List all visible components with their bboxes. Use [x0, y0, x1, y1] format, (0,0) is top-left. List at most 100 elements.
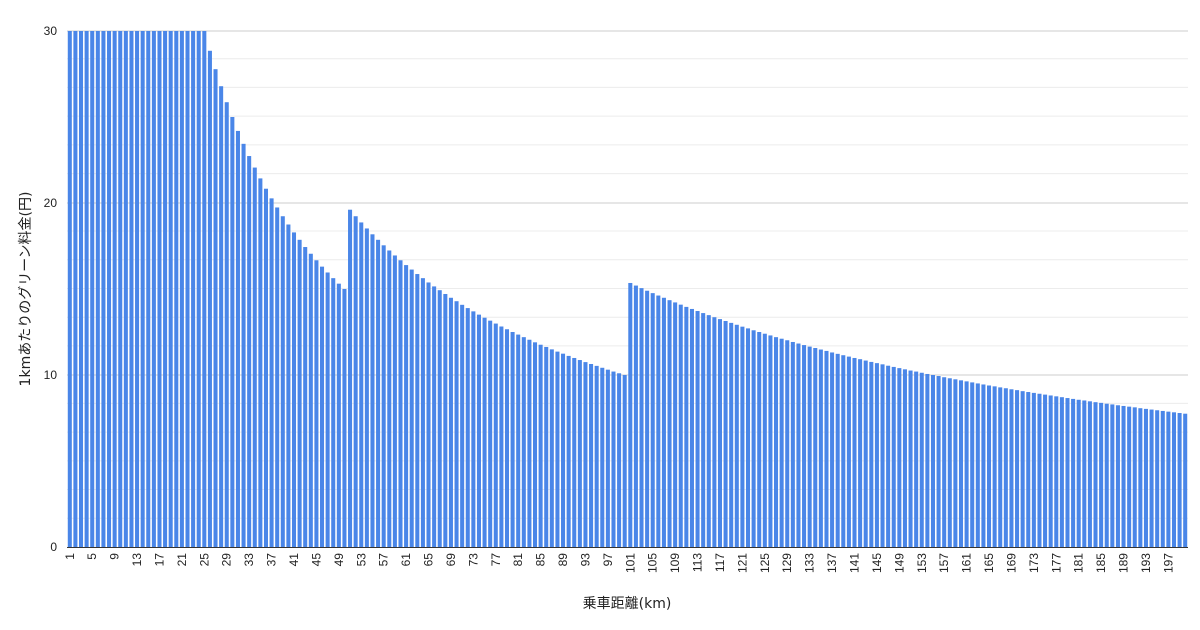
bar-9km	[112, 31, 117, 547]
bar-17km	[157, 31, 162, 547]
bar-97km	[605, 369, 610, 547]
bar-86km	[544, 346, 549, 547]
bar-121km	[740, 326, 745, 547]
bar-112km	[689, 308, 694, 547]
axes: 0 10 20 30 1 5 9 13 17 21 25 29 33 37 41 45 49 53 57 61 65 69…	[44, 24, 1188, 573]
x-tick-label: 165	[982, 553, 996, 573]
bar-168km	[1003, 388, 1008, 547]
bar-195km	[1155, 410, 1160, 547]
bar-14km	[140, 31, 145, 547]
bar-52km	[353, 216, 358, 548]
bar-106km	[656, 295, 661, 547]
bar-87km	[549, 349, 554, 547]
bar-8km	[107, 31, 112, 547]
bar-57km	[381, 245, 386, 547]
bar-68km	[443, 293, 448, 547]
bar-16km	[151, 31, 156, 547]
bar-70km	[454, 301, 459, 547]
x-tick-label: 41	[287, 553, 301, 567]
x-tick-label: 113	[691, 553, 705, 572]
y-tick-label: 30	[44, 24, 58, 38]
bar-25km	[202, 31, 207, 547]
bar-66km	[432, 286, 437, 547]
bar-173km	[1031, 392, 1036, 547]
x-tick-label: 73	[466, 553, 480, 567]
x-tick-label: 105	[646, 553, 660, 573]
bar-33km	[247, 156, 252, 548]
bar-179km	[1065, 398, 1070, 547]
bar-84km	[533, 342, 538, 547]
bar-174km	[1037, 393, 1042, 547]
x-tick-label: 33	[242, 553, 256, 567]
bar-171km	[1020, 391, 1025, 547]
x-tick-label: 37	[265, 553, 279, 567]
y-tick-label: 20	[44, 196, 58, 210]
bar-129km	[785, 340, 790, 547]
bar-44km	[308, 253, 313, 548]
bar-147km	[886, 365, 891, 547]
bar-95km	[594, 365, 599, 547]
bar-104km	[645, 290, 650, 547]
bar-125km	[762, 333, 767, 547]
bar-186km	[1104, 403, 1109, 547]
x-tick-label: 61	[399, 553, 413, 567]
bar-91km	[572, 357, 577, 547]
bar-54km	[364, 228, 369, 547]
x-tick-label: 1	[63, 553, 77, 560]
bar-169km	[1009, 389, 1014, 547]
bar-124km	[757, 332, 762, 547]
bar-181km	[1076, 399, 1081, 547]
x-tick-label: 125	[758, 553, 772, 573]
bar-110km	[678, 304, 683, 547]
bar-27km	[213, 69, 218, 548]
bar-46km	[320, 266, 325, 547]
bar-11km	[123, 31, 128, 547]
x-tick-label: 161	[960, 553, 974, 573]
x-tick-label: 121	[735, 553, 749, 573]
bar-130km	[790, 341, 795, 547]
bar-163km	[975, 383, 980, 547]
bar-5km	[90, 31, 95, 547]
bar-137km	[830, 352, 835, 547]
bar-123km	[751, 330, 756, 547]
bar-73km	[471, 311, 476, 547]
bar-184km	[1093, 402, 1098, 547]
bar-149km	[897, 368, 902, 547]
bar-35km	[258, 178, 263, 547]
x-tick-label: 193	[1139, 553, 1153, 573]
bar-155km	[930, 375, 935, 547]
bar-154km	[925, 373, 930, 547]
bar-4km	[84, 31, 89, 547]
bar-72km	[465, 308, 470, 547]
bar-118km	[723, 320, 728, 547]
x-tick-label: 181	[1072, 553, 1086, 573]
bar-10km	[118, 31, 123, 547]
bar-150km	[902, 369, 907, 547]
bar-6km	[95, 31, 100, 547]
x-tick-label: 169	[1004, 553, 1018, 573]
bar-23km	[191, 31, 196, 547]
bar-116km	[712, 317, 717, 547]
bars	[67, 31, 1188, 548]
bar-185km	[1099, 402, 1104, 547]
x-tick-label: 85	[534, 553, 548, 567]
y-tick-label: 0	[50, 540, 57, 554]
bar-200km	[1183, 413, 1188, 547]
bar-141km	[852, 357, 857, 547]
bar-47km	[325, 272, 330, 547]
x-tick-label: 17	[152, 553, 166, 567]
bar-40km	[286, 224, 291, 547]
bar-188km	[1115, 405, 1120, 547]
bar-143km	[863, 360, 868, 547]
bar-59km	[392, 255, 397, 547]
bar-18km	[163, 31, 168, 547]
x-tick-label: 25	[197, 553, 211, 567]
bar-164km	[981, 384, 986, 547]
bar-85km	[538, 344, 543, 547]
bar-83km	[527, 339, 532, 547]
x-tick-label: 173	[1027, 553, 1041, 573]
bar-96km	[600, 367, 605, 547]
bar-21km	[179, 31, 184, 547]
bar-151km	[908, 370, 913, 547]
bar-131km	[796, 343, 801, 547]
